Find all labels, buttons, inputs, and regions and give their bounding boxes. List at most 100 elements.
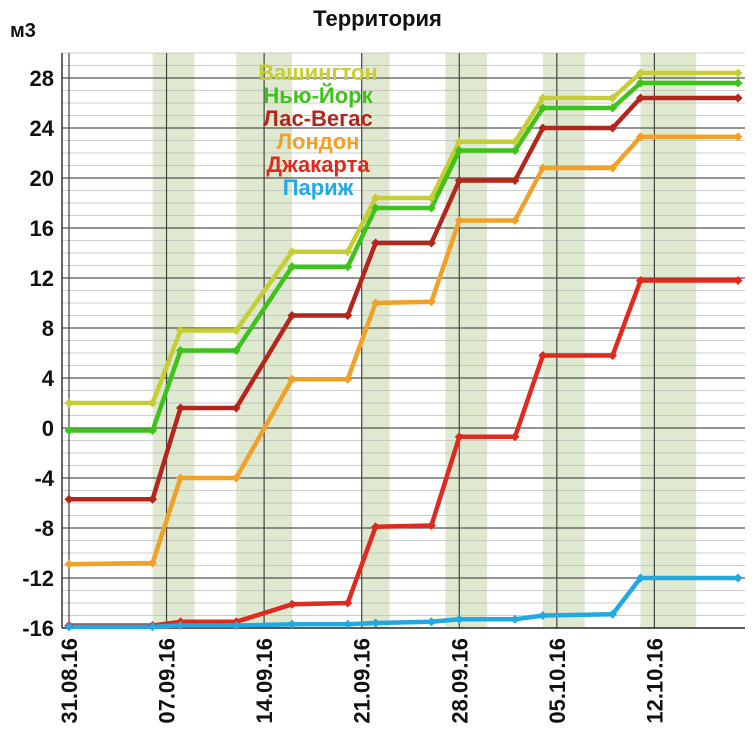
- y-tick-label: -12: [22, 566, 54, 591]
- data-point: [733, 68, 743, 78]
- data-point: [510, 216, 520, 225]
- data-point: [148, 558, 158, 568]
- data-point: [287, 262, 297, 272]
- data-point: [426, 617, 436, 627]
- data-point: [538, 611, 548, 620]
- y-tick-label: 28: [30, 66, 54, 91]
- x-tick-label: 21.09.16: [350, 638, 375, 724]
- y-tick-label: -16: [22, 616, 54, 641]
- data-point: [148, 398, 158, 408]
- data-point: [538, 103, 548, 113]
- x-tick-label: 28.09.16: [447, 638, 472, 724]
- data-point: [454, 432, 464, 442]
- data-point: [148, 622, 158, 632]
- y-tick-label: 4: [42, 366, 55, 391]
- data-point: [371, 298, 381, 308]
- y-tick-label: 12: [30, 266, 54, 291]
- data-point: [371, 522, 381, 532]
- y-tick-label: 16: [30, 216, 54, 241]
- data-point: [343, 262, 353, 272]
- legend-entry: Вашингтон: [258, 60, 378, 85]
- data-point: [371, 618, 381, 628]
- series-line: [66, 278, 741, 628]
- data-point: [608, 103, 618, 113]
- series-line: [66, 134, 741, 567]
- data-point: [426, 297, 436, 307]
- y-tick-label: -4: [34, 466, 54, 491]
- data-point: [426, 203, 436, 213]
- series-line: [66, 95, 741, 502]
- data-point: [175, 621, 185, 630]
- data-point: [231, 473, 241, 483]
- data-point: [231, 346, 241, 355]
- data-point: [608, 351, 618, 360]
- legend-entry: Лас-Вегас: [263, 106, 373, 131]
- data-point: [287, 311, 297, 320]
- data-point: [287, 599, 297, 609]
- x-tick-label: 07.09.16: [155, 638, 180, 724]
- data-point: [510, 146, 520, 155]
- data-point: [510, 432, 520, 442]
- x-tick-label: 12.10.16: [642, 638, 667, 724]
- data-point: [64, 559, 74, 569]
- data-point: [635, 78, 645, 88]
- y-tick-label: -8: [34, 516, 54, 541]
- data-point: [426, 193, 436, 203]
- data-point: [287, 247, 297, 257]
- legend-entry: Лондон: [277, 129, 360, 154]
- data-point: [454, 137, 464, 147]
- data-point: [343, 311, 353, 320]
- data-point: [371, 238, 381, 248]
- data-point: [454, 216, 464, 225]
- data-point: [635, 132, 645, 142]
- data-point: [64, 398, 74, 408]
- data-point: [371, 203, 381, 213]
- data-point: [733, 93, 743, 103]
- data-point: [343, 374, 353, 384]
- data-point: [371, 193, 381, 203]
- data-point: [608, 163, 618, 173]
- legend-entry: Нью-Йорк: [263, 83, 373, 108]
- data-point: [343, 619, 353, 629]
- series-line: [66, 80, 741, 433]
- data-point: [454, 146, 464, 155]
- chart-title: Территория: [313, 6, 442, 31]
- y-tick-label: 0: [42, 416, 54, 441]
- data-point: [426, 521, 436, 530]
- data-point: [510, 137, 520, 147]
- data-point: [175, 473, 185, 483]
- data-point: [231, 326, 241, 335]
- data-point: [733, 276, 743, 285]
- data-point: [538, 93, 548, 103]
- data-point: [608, 609, 618, 619]
- data-point: [454, 614, 464, 624]
- data-point: [733, 132, 743, 142]
- y-axis-label: м3: [10, 20, 36, 42]
- data-point: [608, 93, 618, 103]
- x-tick-label: 05.10.16: [545, 638, 570, 724]
- y-tick-label: 20: [30, 166, 54, 191]
- data-point: [538, 123, 548, 133]
- data-point: [64, 622, 74, 632]
- x-tick-label: 14.09.16: [252, 638, 277, 724]
- data-point: [148, 426, 158, 435]
- data-point: [231, 403, 241, 413]
- y-tick-label: 24: [30, 116, 55, 141]
- data-point: [635, 93, 645, 103]
- data-point: [538, 163, 548, 173]
- data-point: [231, 621, 241, 630]
- data-point: [287, 374, 297, 384]
- data-point: [148, 494, 158, 504]
- data-point: [733, 78, 743, 88]
- data-point: [454, 176, 464, 185]
- data-point: [426, 238, 436, 248]
- data-point: [733, 573, 743, 583]
- x-tick-label: 31.08.16: [57, 638, 82, 724]
- data-point: [635, 68, 645, 78]
- data-point: [635, 573, 645, 583]
- data-point: [343, 598, 353, 608]
- data-point: [538, 351, 548, 360]
- data-point: [343, 247, 353, 257]
- legend-entry: Париж: [283, 175, 354, 200]
- data-point: [175, 403, 185, 413]
